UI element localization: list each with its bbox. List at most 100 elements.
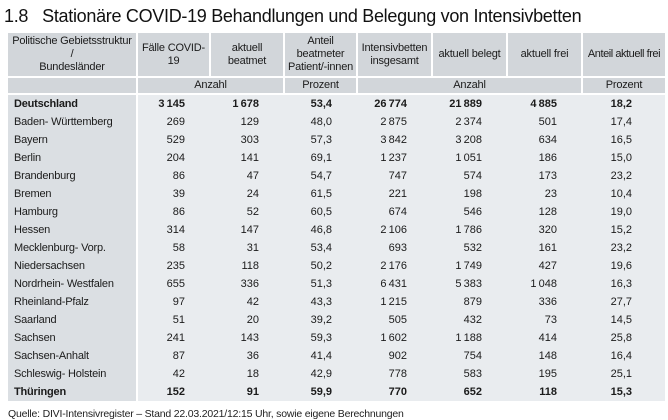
- value-cell: 754: [433, 347, 508, 365]
- region-name-cell: Hessen: [8, 221, 138, 239]
- value-cell: 51: [138, 311, 211, 329]
- table-row: Brandenburg 86 47 54,7 747 574 173 23,2: [8, 167, 665, 185]
- region-name-cell: Brandenburg: [8, 167, 138, 185]
- value-cell: 86: [138, 203, 211, 221]
- value-cell: 23: [508, 185, 583, 203]
- header-row: Politische Gebietsstruktur / Bundeslände…: [8, 33, 665, 78]
- column-header-belegt: aktuell belegt: [433, 33, 508, 78]
- source-note: Quelle: DIVI-Intensivregister – Stand 22…: [8, 408, 404, 420]
- value-cell: 427: [508, 257, 583, 275]
- table-row: Baden- Württemberg 269 129 48,0 2 875 2 374 50…: [8, 113, 665, 131]
- value-cell: 15,3: [583, 383, 665, 401]
- table-row: Sachsen-Anhalt 87 36 41,4 902 754 148 16,4: [8, 347, 665, 365]
- value-cell: 58: [138, 239, 211, 257]
- value-cell: 1 678: [211, 95, 285, 113]
- value-cell: 42: [211, 293, 285, 311]
- value-cell: 674: [358, 203, 433, 221]
- value-cell: 529: [138, 131, 211, 149]
- value-cell: 141: [211, 149, 285, 167]
- table-row: Rheinland-Pfalz 97 42 43,3 1 215 879 336 27,7: [8, 293, 665, 311]
- value-cell: 314: [138, 221, 211, 239]
- value-cell: 204: [138, 149, 211, 167]
- value-cell: 61,5: [285, 185, 358, 203]
- value-cell: 43,3: [285, 293, 358, 311]
- value-cell: 19,6: [583, 257, 665, 275]
- page-title: 1.8 Stationäre COVID-19 Behandlungen und …: [4, 4, 668, 28]
- region-name-cell: Niedersachsen: [8, 257, 138, 275]
- value-cell: 19,0: [583, 203, 665, 221]
- value-cell: 36: [211, 347, 285, 365]
- column-header-beatmet: aktuell beatmet: [211, 33, 285, 78]
- value-cell: 26 774: [358, 95, 433, 113]
- value-cell: 59,3: [285, 329, 358, 347]
- unit-row: Anzahl Prozent Anzahl Prozent: [8, 78, 665, 95]
- value-cell: 48,0: [285, 113, 358, 131]
- region-name-cell: Hamburg: [8, 203, 138, 221]
- value-cell: 97: [138, 293, 211, 311]
- value-cell: 161: [508, 239, 583, 257]
- value-cell: 16,5: [583, 131, 665, 149]
- value-cell: 21 889: [433, 95, 508, 113]
- value-cell: 42,9: [285, 365, 358, 383]
- value-cell: 1 749: [433, 257, 508, 275]
- value-cell: 51,3: [285, 275, 358, 293]
- value-cell: 186: [508, 149, 583, 167]
- region-name-cell: Saarland: [8, 311, 138, 329]
- value-cell: 1 048: [508, 275, 583, 293]
- unit-empty-cell: [8, 78, 138, 95]
- value-cell: 546: [433, 203, 508, 221]
- value-cell: 15,2: [583, 221, 665, 239]
- value-cell: 5 383: [433, 275, 508, 293]
- column-header-anteil-beatmet: Anteil beatmeter Patient/-innen: [285, 33, 358, 78]
- value-cell: 501: [508, 113, 583, 131]
- value-cell: 128: [508, 203, 583, 221]
- value-cell: 31: [211, 239, 285, 257]
- region-name-cell: Rheinland-Pfalz: [8, 293, 138, 311]
- value-cell: 14,5: [583, 311, 665, 329]
- table-row: Nordrhein- Westfalen 655 336 51,3 6 431 5 383…: [8, 275, 665, 293]
- value-cell: 27,7: [583, 293, 665, 311]
- unit-prozent-left: Prozent: [285, 78, 358, 95]
- value-cell: 60,5: [285, 203, 358, 221]
- value-cell: 770: [358, 383, 433, 401]
- value-cell: 432: [433, 311, 508, 329]
- region-name-cell: Deutschland: [8, 95, 138, 113]
- value-cell: 173: [508, 167, 583, 185]
- value-cell: 18,2: [583, 95, 665, 113]
- value-cell: 39: [138, 185, 211, 203]
- table-row: Niedersachsen 235 118 50,2 2 176 1 749 427 19,6: [8, 257, 665, 275]
- value-cell: 320: [508, 221, 583, 239]
- value-cell: 235: [138, 257, 211, 275]
- value-cell: 57,3: [285, 131, 358, 149]
- column-header-region: Politische Gebietsstruktur / Bundeslände…: [8, 33, 138, 78]
- value-cell: 87: [138, 347, 211, 365]
- value-cell: 336: [211, 275, 285, 293]
- value-cell: 269: [138, 113, 211, 131]
- value-cell: 23,2: [583, 167, 665, 185]
- value-cell: 221: [358, 185, 433, 203]
- value-cell: 25,1: [583, 365, 665, 383]
- value-cell: 505: [358, 311, 433, 329]
- value-cell: 16,4: [583, 347, 665, 365]
- value-cell: 3 145: [138, 95, 211, 113]
- value-cell: 6 431: [358, 275, 433, 293]
- value-cell: 147: [211, 221, 285, 239]
- value-cell: 41,4: [285, 347, 358, 365]
- column-header-anteil-frei: Anteil aktuell frei: [583, 33, 665, 78]
- value-cell: 532: [433, 239, 508, 257]
- value-cell: 10,4: [583, 185, 665, 203]
- value-cell: 54,7: [285, 167, 358, 185]
- value-cell: 2 875: [358, 113, 433, 131]
- region-name-cell: Sachsen: [8, 329, 138, 347]
- value-cell: 574: [433, 167, 508, 185]
- region-name-cell: Bayern: [8, 131, 138, 149]
- table-row: Berlin 204 141 69,1 1 237 1 051 186 15,0: [8, 149, 665, 167]
- value-cell: 2 176: [358, 257, 433, 275]
- value-cell: 1 602: [358, 329, 433, 347]
- value-cell: 902: [358, 347, 433, 365]
- value-cell: 91: [211, 383, 285, 401]
- table-row: Hamburg 86 52 60,5 674 546 128 19,0: [8, 203, 665, 221]
- region-name-cell: Mecklenburg- Vorp.: [8, 239, 138, 257]
- value-cell: 747: [358, 167, 433, 185]
- table-row: Thüringen 152 91 59,9 770 652 118 15,3: [8, 383, 665, 401]
